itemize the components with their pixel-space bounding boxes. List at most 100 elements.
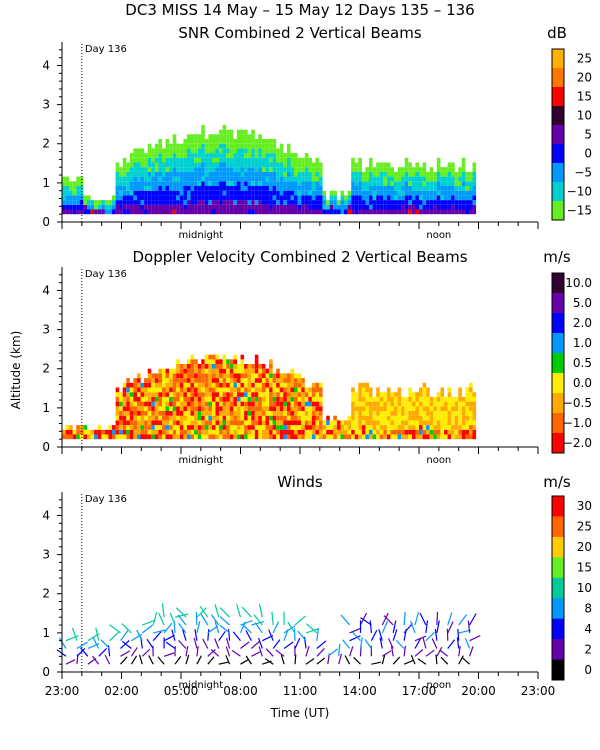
heatmap-cell (137, 209, 141, 215)
heatmap-cell (215, 425, 220, 430)
heatmap-cell (340, 429, 345, 435)
heatmap-cell (137, 425, 141, 430)
heatmap-cell (215, 186, 220, 191)
heatmap-cell (190, 425, 195, 430)
heatmap-cell (147, 195, 152, 201)
heatmap-cell (186, 392, 191, 397)
heatmap-cell (244, 171, 248, 177)
heatmap-cell (201, 153, 205, 158)
heatmap-cell (129, 200, 134, 205)
heatmap-cell (97, 209, 102, 215)
heatmap-cell (472, 204, 477, 210)
heatmap-cell (229, 129, 234, 135)
wind-barb (439, 649, 449, 657)
heatmap-cell (383, 171, 387, 177)
heatmap-cell (115, 429, 120, 435)
heatmap-cell (358, 434, 362, 440)
wind-barb (469, 646, 474, 657)
heatmap-cell (297, 204, 302, 210)
heatmap-cell (358, 396, 362, 402)
heatmap-cell (194, 190, 198, 196)
heatmap-cell (461, 420, 466, 426)
heatmap-cell (315, 425, 320, 430)
heatmap-cell (72, 186, 77, 191)
heatmap-cell (233, 378, 237, 383)
heatmap-cell (229, 171, 234, 177)
heatmap-cell (165, 209, 170, 215)
heatmap-cell (383, 392, 387, 397)
heatmap-cell (158, 186, 162, 191)
heatmap-cell (429, 195, 434, 201)
heatmap-cell (251, 153, 255, 158)
heatmap-cell (215, 429, 220, 435)
noon-label: noon (426, 230, 451, 241)
heatmap-cell (126, 406, 130, 411)
heatmap-cell (179, 368, 184, 374)
heatmap-cell (376, 420, 380, 426)
heatmap-cell (133, 434, 137, 440)
heatmap-cell (372, 406, 377, 411)
wind-barb (65, 635, 79, 642)
heatmap-cell (211, 195, 216, 201)
heatmap-cell (411, 396, 416, 402)
y-tick-label: 4 (42, 508, 50, 522)
heatmap-cell (236, 134, 241, 139)
heatmap-cell (104, 200, 109, 205)
heatmap-cell (194, 392, 198, 397)
heatmap-cell (240, 368, 245, 374)
heatmap-cell (201, 429, 205, 435)
wind-barb (275, 649, 285, 657)
heatmap-cell (397, 429, 402, 435)
heatmap-cell (369, 434, 373, 440)
colorbar-label: 25 (577, 520, 592, 534)
wind-barb (458, 655, 464, 665)
heatmap-cell (251, 176, 255, 182)
heatmap-cell (158, 425, 162, 430)
x-tick-label: 17:00 (402, 684, 437, 698)
heatmap-cell (222, 171, 227, 177)
wind-barb (163, 634, 175, 642)
heatmap-cell (190, 359, 195, 364)
heatmap-cell (390, 200, 394, 205)
heatmap-cell (65, 195, 70, 201)
heatmap-cell (204, 153, 209, 158)
heatmap-cell (144, 176, 148, 182)
y-tick-label: 2 (42, 587, 50, 601)
heatmap-cell (311, 200, 316, 205)
heatmap-cell (144, 415, 148, 421)
heatmap-cell (433, 176, 437, 182)
heatmap-cell (297, 434, 302, 440)
heatmap-cell (440, 406, 444, 411)
colorbar-label: 1.0 (573, 336, 592, 350)
heatmap-cell (186, 157, 191, 163)
heatmap-cell (351, 204, 355, 210)
heatmap-cell (465, 209, 469, 215)
colorbar-label: 2 (584, 642, 592, 656)
wind-barb (431, 638, 438, 649)
heatmap-cell (315, 209, 320, 215)
heatmap-cell (190, 181, 195, 186)
heatmap-cell (176, 387, 180, 393)
heatmap-cell (436, 420, 441, 426)
heatmap-cell (354, 181, 359, 186)
heatmap-cell (169, 415, 173, 421)
heatmap-cell (179, 209, 184, 215)
heatmap-cell (144, 406, 148, 411)
heatmap-cell (265, 204, 270, 210)
heatmap-cell (451, 204, 455, 210)
heatmap-cell (397, 209, 402, 215)
heatmap-cell (165, 162, 170, 168)
heatmap-cell (179, 153, 184, 158)
wind-barb (378, 629, 383, 641)
heatmap-cell (329, 204, 334, 210)
heatmap-cell (433, 195, 437, 201)
heatmap-cell (272, 434, 277, 440)
heatmap-cell (304, 429, 309, 435)
heatmap-cell (333, 420, 337, 426)
heatmap-cell (272, 143, 277, 149)
heatmap-cell (172, 392, 177, 397)
heatmap-cell (215, 153, 220, 158)
heatmap-cell (233, 171, 237, 177)
heatmap-cell (211, 186, 216, 191)
heatmap-cell (361, 171, 366, 177)
